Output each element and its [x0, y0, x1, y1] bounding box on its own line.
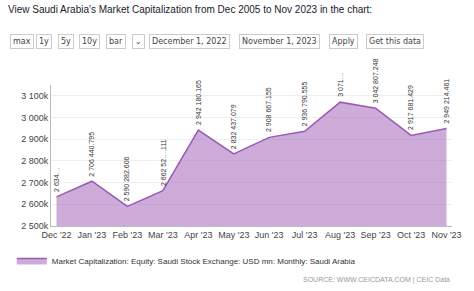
svg-text:2 908 667.155: 2 908 667.155: [265, 87, 272, 132]
svg-text:December 1, 2022: December 1, 2022: [152, 37, 227, 46]
svg-text:2 917 681.429: 2 917 681.429: [407, 85, 414, 130]
svg-text:5y: 5y: [61, 37, 71, 46]
svg-text:Nov '23: Nov '23: [431, 230, 461, 240]
svg-text:3 100k: 3 100k: [21, 91, 49, 101]
svg-text:Get this data: Get this data: [369, 37, 421, 46]
svg-text:3 071…: 3 071…: [337, 72, 344, 97]
svg-text:Market Capitalization: Equity:: Market Capitalization: Equity: Saudi Sto…: [52, 257, 356, 266]
svg-text:2 900k: 2 900k: [21, 134, 49, 144]
svg-text:10y: 10y: [82, 37, 97, 46]
svg-text:Sep '23: Sep '23: [360, 230, 390, 240]
svg-text:1y: 1y: [39, 37, 49, 46]
svg-text:Oct '23: Oct '23: [397, 230, 425, 240]
svg-text:2 700k: 2 700k: [21, 178, 49, 188]
svg-text:Mar '23: Mar '23: [148, 230, 178, 240]
svg-text:2 800k: 2 800k: [21, 156, 49, 166]
svg-text:2 936 790.555: 2 936 790.555: [301, 82, 308, 127]
svg-text:⌄: ⌄: [135, 37, 142, 46]
svg-text:View Saudi Arabia's Market Cap: View Saudi Arabia's Market Capitalizatio…: [8, 4, 372, 15]
svg-text:2 600k: 2 600k: [21, 199, 49, 209]
svg-text:May '23: May '23: [218, 230, 249, 240]
svg-text:3 000k: 3 000k: [21, 113, 49, 123]
svg-text:3 042 807.248: 3 042 807.248: [372, 58, 379, 103]
svg-text:2 500k: 2 500k: [21, 221, 49, 231]
svg-text:Apr '23: Apr '23: [184, 230, 212, 240]
svg-text:bar: bar: [109, 37, 123, 46]
svg-text:Jan '23: Jan '23: [78, 230, 107, 240]
svg-text:Jun '23: Jun '23: [255, 230, 284, 240]
svg-text:Apply: Apply: [332, 37, 355, 46]
svg-text:2 706 440.795: 2 706 440.795: [88, 132, 95, 177]
svg-text:2 662 52….111: 2 662 52….111: [160, 139, 167, 186]
svg-text:max: max: [13, 37, 31, 46]
svg-text:2 942 180.165: 2 942 180.165: [195, 80, 202, 125]
svg-text:November 1, 2023: November 1, 2023: [242, 37, 317, 46]
svg-text:2 590 282.606: 2 590 282.606: [123, 156, 130, 201]
svg-text:Aug '23: Aug '23: [325, 230, 355, 240]
svg-text:SOURCE: WWW.CEICDATA.COM | CEI: SOURCE: WWW.CEICDATA.COM | CEIC Data: [303, 276, 450, 284]
svg-text:Jul '23: Jul '23: [292, 230, 318, 240]
svg-text:2 949 214.461: 2 949 214.461: [443, 79, 450, 124]
svg-text:2 832 437.079: 2 832 437.079: [230, 104, 237, 149]
svg-text:Feb '23: Feb '23: [113, 230, 143, 240]
svg-text:2 634…: 2 634…: [53, 167, 60, 192]
svg-text:Dec '22: Dec '22: [41, 230, 71, 240]
